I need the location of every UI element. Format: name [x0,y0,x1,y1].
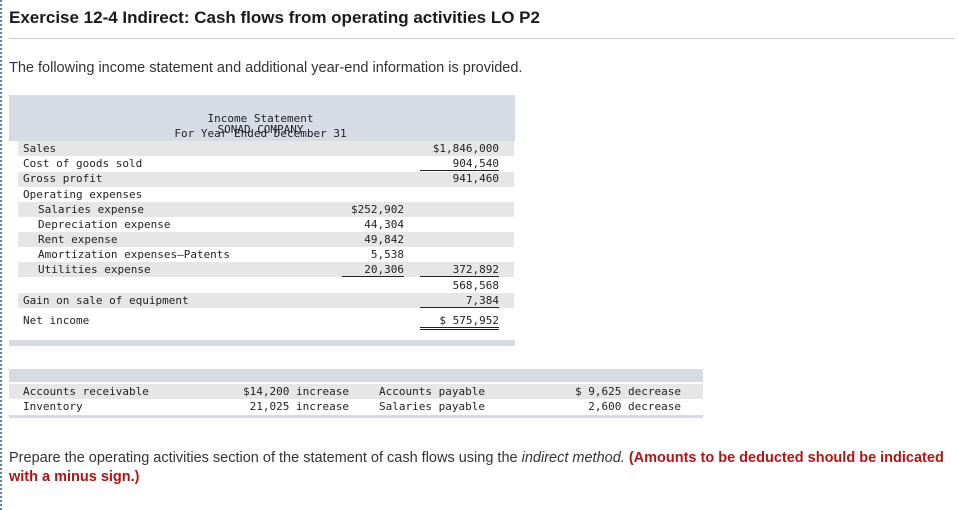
statement-period: For Year Ended December 31 [174,127,347,140]
subtotal-amount: 568,568 [452,279,499,292]
net-income-label: Net income [23,314,90,327]
row-stripe [18,262,514,277]
left-border-decoration [0,0,4,510]
row-stripe [18,172,514,187]
expense-label: Amortization expenses—Patents [38,248,231,261]
gross-profit-amount: 941,460 [452,172,499,185]
sales-amount: $1,846,000 [432,142,499,155]
title-divider [9,38,954,39]
statement-name: Income Statement [207,112,314,125]
net-income-amount: $ 575,952 [420,314,499,330]
company-name: SONAD COMPANY [217,123,304,136]
expense-amount: 5,538 [370,248,404,261]
change-label: Inventory [23,400,83,413]
row-stripe [18,141,514,156]
cogs-amount: 904,540 [420,157,499,171]
change-label: Salaries payable [379,400,485,413]
change-value: 21,025 increase [249,400,349,413]
row-stripe [18,293,514,308]
change-value: $14,200 increase [243,385,349,398]
additional-footer-bar [9,415,703,418]
row-stripe [18,232,514,247]
expense-amount: 49,842 [364,233,404,246]
additional-header-bar [9,369,703,382]
expense-amount: 44,304 [364,218,404,231]
expense-label: Utilities expense [38,263,151,276]
expense-label: Rent expense [38,233,118,246]
row-stripe [9,384,703,399]
expense-amount: $252,902 [351,203,404,216]
instructions-note: (Amounts to be deducted should be indica… [9,450,944,485]
instructions-text: Prepare the operating activities section… [9,450,522,466]
row-stripe [9,399,703,414]
change-value: $ 9,625 decrease [575,385,681,398]
total-expenses-amount: 372,892 [420,263,499,277]
expense-label: Depreciation expense [38,218,171,231]
sales-label: Sales [23,142,57,155]
gross-profit-label: Gross profit [23,172,103,185]
gain-label: Gain on sale of equipment [23,294,189,307]
gain-amount: 7,384 [420,294,499,308]
statement-header-bg [9,95,515,141]
page-title: Exercise 12-4 Indirect: Cash flows from … [9,8,540,27]
statement-footer-bar [9,340,515,346]
change-value: 2,600 decrease [588,400,681,413]
intro-text: The following income statement and addit… [9,60,523,76]
row-stripe [18,202,514,217]
change-label: Accounts payable [379,385,485,398]
change-label: Accounts receivable [23,385,149,398]
instructions: Prepare the operating activities section… [9,449,951,487]
instructions-method: indirect method. [521,450,625,466]
expense-label: Salaries expense [38,203,144,216]
cogs-label: Cost of goods sold [23,157,143,170]
expense-amount: 20,306 [342,263,404,277]
operating-expenses-label: Operating expenses [23,188,143,201]
